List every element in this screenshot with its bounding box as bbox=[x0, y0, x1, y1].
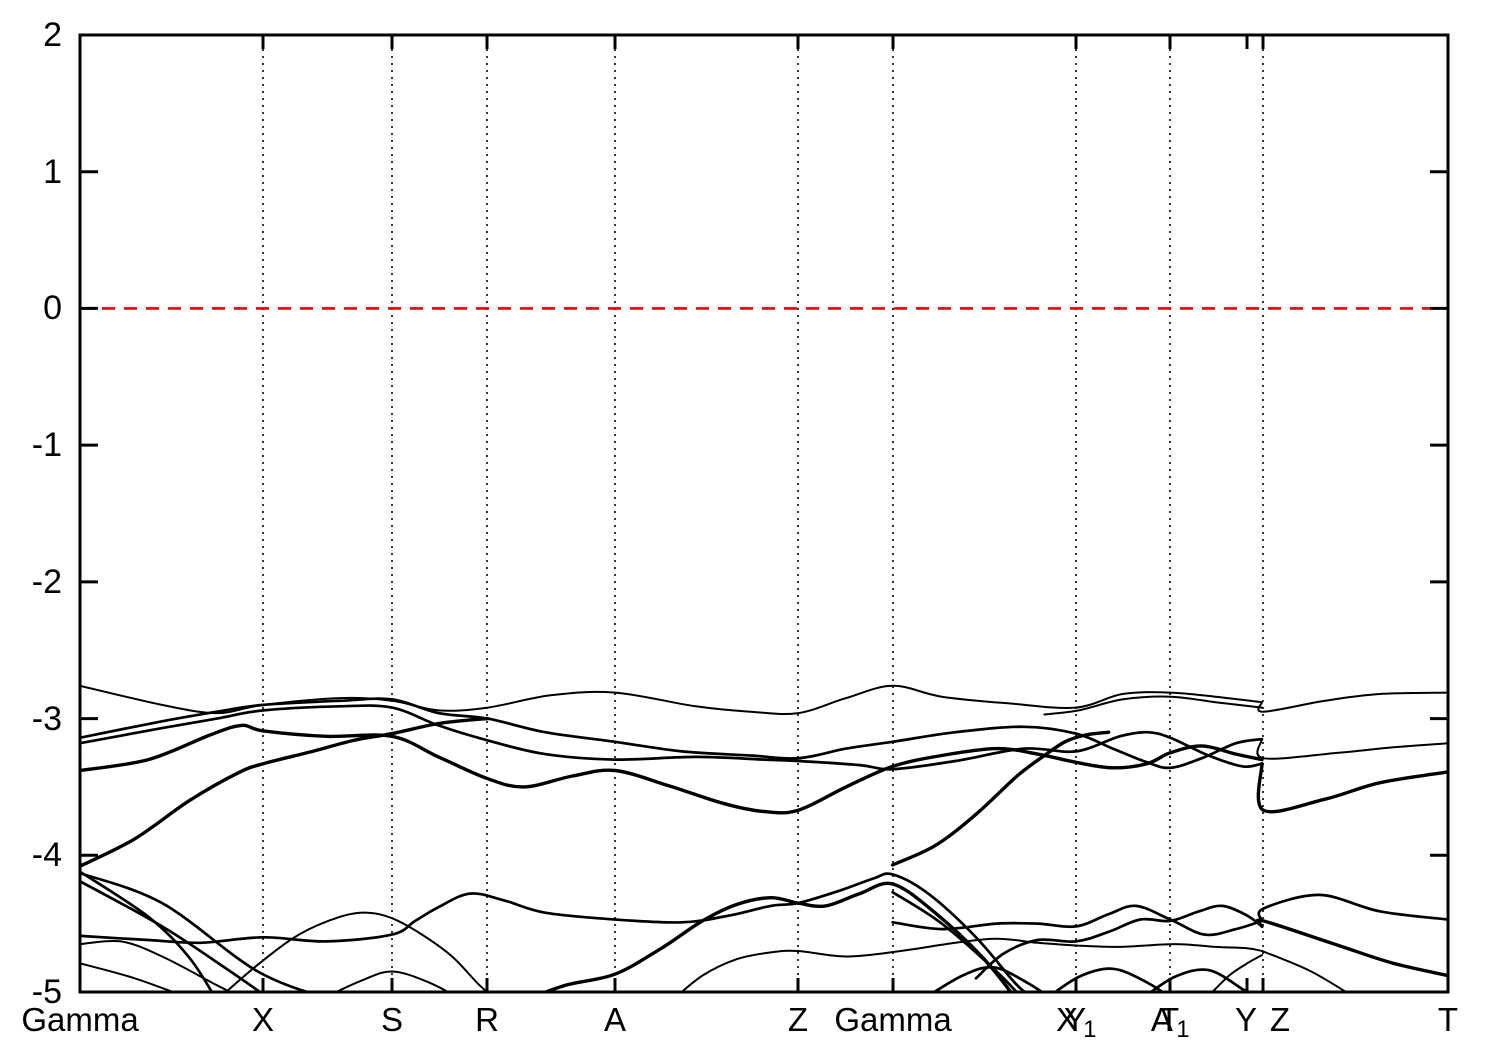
k-point-label-main: Z bbox=[787, 1001, 809, 1038]
band-line bbox=[1148, 968, 1250, 992]
band-line bbox=[680, 937, 1263, 992]
x-tick-label-Z: Z bbox=[718, 1001, 878, 1039]
x-tick-label-A: A bbox=[535, 1001, 695, 1039]
y-tick-label--3: -3 bbox=[31, 699, 62, 738]
k-point-label-overlay: T bbox=[1159, 1001, 1180, 1038]
k-point-label-main: A bbox=[603, 1001, 626, 1038]
band-line bbox=[80, 704, 1264, 771]
y-tick-label--5: -5 bbox=[31, 973, 62, 1011]
band-line bbox=[1043, 695, 1263, 716]
k-point-label-main: Y bbox=[1234, 1001, 1257, 1038]
band-line bbox=[80, 871, 312, 992]
k-point-label-main: S bbox=[380, 1001, 403, 1038]
k-point-label-main: Gamma bbox=[21, 1001, 139, 1038]
band-line bbox=[891, 904, 1264, 937]
y-tick-label--1: -1 bbox=[31, 426, 62, 465]
k-point-label-main: R bbox=[475, 1001, 499, 1038]
band-line bbox=[974, 904, 1264, 980]
band-line bbox=[1257, 893, 1448, 923]
band-line bbox=[1255, 918, 1448, 978]
band-line bbox=[80, 962, 176, 992]
y-tick-label-1: 1 bbox=[43, 152, 62, 191]
band-line bbox=[890, 730, 1111, 867]
band-line bbox=[891, 890, 1019, 992]
k-point-label-main: X bbox=[251, 1001, 274, 1038]
k-point-label-subscript: 1 bbox=[1176, 1016, 1190, 1044]
k-point-label-main: T bbox=[1437, 1001, 1459, 1038]
x-tick-label-Gamma: Gamma bbox=[813, 1001, 973, 1039]
x-tick-label-X1: XY1 bbox=[996, 1001, 1156, 1043]
band-line bbox=[1256, 762, 1448, 814]
band-line bbox=[1211, 954, 1263, 992]
band-line bbox=[334, 970, 451, 992]
x-tick-label-Gamma: Gamma bbox=[0, 1001, 160, 1039]
band-line bbox=[1261, 950, 1348, 992]
x-tick-label-Y: Y bbox=[1166, 1001, 1326, 1039]
x-tick-label-X: X bbox=[183, 1001, 343, 1039]
k-point-label-main: A bbox=[1150, 1001, 1173, 1038]
k-point-label-main: Gamma bbox=[834, 1001, 952, 1038]
k-point-label-main: Z bbox=[1269, 1001, 1291, 1038]
band-line bbox=[540, 881, 1013, 992]
x-tick-label-A1: AT1 bbox=[1090, 1001, 1250, 1043]
plot-border bbox=[78, 33, 1450, 994]
k-point-label-subscript: 1 bbox=[1083, 1016, 1097, 1044]
x-tick-label-R: R bbox=[407, 1001, 567, 1039]
band-line bbox=[931, 965, 1045, 992]
y-tick-label--2: -2 bbox=[31, 562, 62, 601]
band-line bbox=[1053, 967, 1165, 992]
band-line bbox=[80, 879, 263, 992]
band-line bbox=[80, 723, 1264, 815]
band-line bbox=[80, 716, 490, 868]
y-tick-label--4: -4 bbox=[31, 836, 62, 875]
band-line bbox=[80, 872, 1027, 992]
y-tick-label-2: 2 bbox=[43, 16, 62, 54]
x-tick-label-Z: Z bbox=[1200, 1001, 1360, 1039]
band-line bbox=[1256, 738, 1448, 760]
band-line bbox=[224, 911, 489, 992]
x-tick-label-T: T bbox=[1368, 1001, 1500, 1039]
y-tick-label-0: 0 bbox=[43, 289, 62, 328]
x-tick-label-S: S bbox=[312, 1001, 472, 1039]
k-point-label-overlay: Y bbox=[1064, 1001, 1087, 1038]
band-line bbox=[1257, 691, 1448, 713]
k-point-label-main: X bbox=[1055, 1001, 1078, 1038]
